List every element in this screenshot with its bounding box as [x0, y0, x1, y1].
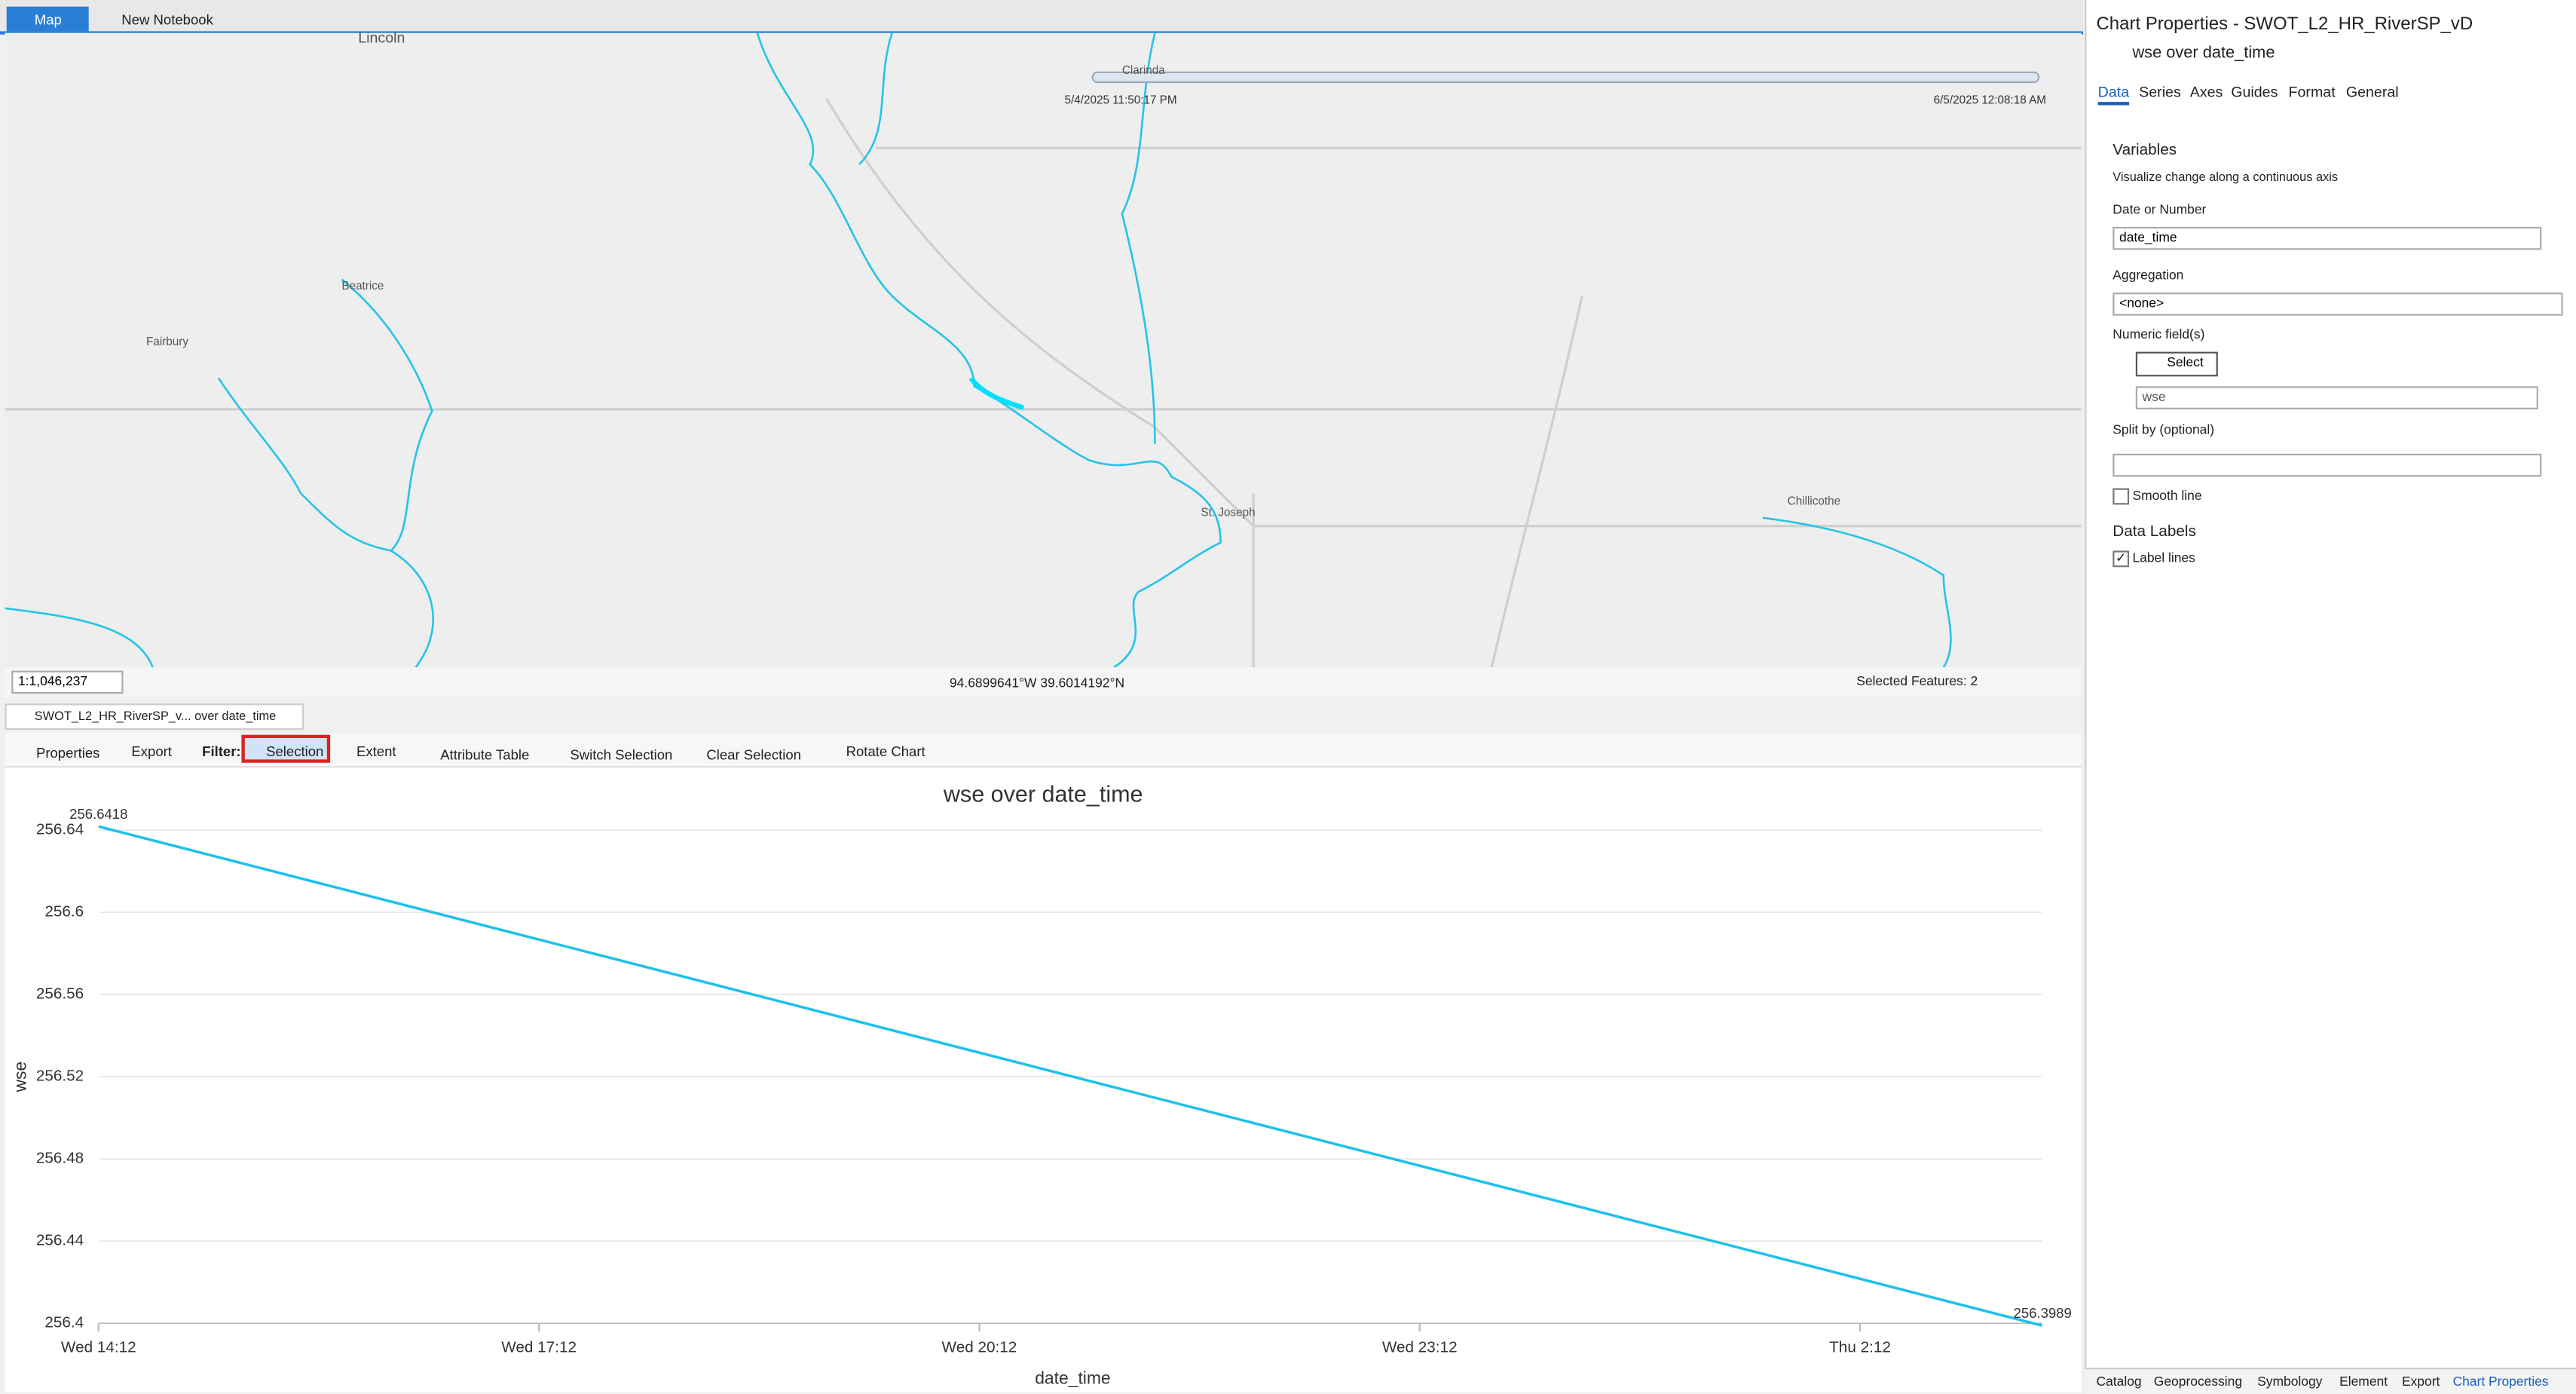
- data-line: [98, 825, 2042, 1327]
- x-tick-label: Wed 23:12: [1382, 1338, 1458, 1356]
- chart-title: wse over date_time: [943, 781, 1143, 807]
- toolbar-button[interactable]: Attribute Table: [440, 746, 530, 763]
- checkbox-label[interactable]: Label lines: [2132, 550, 2195, 566]
- field-label: Date or Number: [2113, 202, 2207, 217]
- chart-tab-label[interactable]: SWOT_L2_HR_RiverSP_v... over date_time: [34, 708, 277, 724]
- toolbar-button[interactable]: Export: [131, 743, 172, 760]
- x-tick-label: Wed 14:12: [61, 1338, 136, 1356]
- map-label: Beatrice: [341, 280, 384, 293]
- field-label: Split by (optional): [2113, 422, 2215, 437]
- field-label: Numeric field(s): [2113, 326, 2205, 342]
- y-tick-label: 256.6: [44, 903, 84, 921]
- x-axis-label: date_time: [1035, 1368, 1110, 1387]
- map-label: Lincoln: [358, 29, 405, 47]
- field-label: Aggregation: [2113, 268, 2184, 283]
- time-slider[interactable]: [1091, 71, 2040, 84]
- dropdown[interactable]: [2113, 453, 2542, 477]
- chart-name: wse over date_time: [2132, 44, 2275, 63]
- scale-box[interactable]: 1:1,046,237: [11, 670, 124, 694]
- tab-label[interactable]: New Notebook: [121, 11, 213, 29]
- prop-tab[interactable]: Guides: [2231, 84, 2278, 101]
- time-start: 5/4/2025 11:50:17 PM: [1064, 95, 1177, 107]
- toolbar-button[interactable]: Selection: [266, 743, 324, 760]
- prop-tab[interactable]: Series: [2139, 84, 2181, 101]
- checkbox-label[interactable]: Smooth line: [2132, 488, 2202, 504]
- bottom-tab[interactable]: Catalog: [2096, 1374, 2142, 1389]
- data-label: 256.6418: [69, 806, 127, 822]
- bottom-tab[interactable]: Export: [2401, 1374, 2440, 1389]
- rivers: [5, 32, 1952, 668]
- checkbox[interactable]: [2113, 488, 2130, 505]
- hint: Visualize change along a continuous axis: [2113, 169, 2339, 185]
- y-tick-label: 256.64: [36, 821, 84, 838]
- dropdown[interactable]: <none>: [2113, 293, 2563, 316]
- toolbar-button[interactable]: Extent: [356, 743, 396, 760]
- y-tick-label: 256.48: [36, 1150, 84, 1167]
- prop-tab[interactable]: Format: [2288, 84, 2336, 101]
- map-label: Fairbury: [146, 336, 189, 349]
- chart-tab[interactable]: [5, 703, 304, 731]
- bottom-tab[interactable]: Chart Properties: [2452, 1374, 2549, 1389]
- chart-background: [5, 767, 2082, 1392]
- dropdown[interactable]: date_time: [2113, 226, 2542, 250]
- x-tick-label: Thu 2:12: [1829, 1338, 1891, 1356]
- tab-label[interactable]: Map: [34, 11, 62, 29]
- checkbox-checked[interactable]: ✓: [2113, 550, 2130, 568]
- y-axis-label: wse: [10, 1062, 29, 1093]
- x-tick-label: Wed 17:12: [501, 1338, 577, 1356]
- time-end: 6/5/2025 12:08:18 AM: [1933, 95, 2047, 107]
- tab-underline: [2097, 102, 2130, 106]
- map-tab[interactable]: [6, 6, 89, 32]
- toolbar-button[interactable]: Rotate Chart: [846, 743, 925, 760]
- prop-tab[interactable]: General: [2345, 84, 2399, 101]
- bottom-tab[interactable]: Geoprocessing: [2153, 1374, 2243, 1389]
- toolbar-button[interactable]: Properties: [35, 744, 100, 761]
- bottom-tab-bar: [2085, 1368, 2576, 1394]
- map-label: St. Joseph: [1201, 507, 1256, 520]
- y-tick-label: 256.52: [36, 1068, 84, 1085]
- selected-reach: [968, 376, 1024, 410]
- prop-tab[interactable]: Axes: [2189, 84, 2223, 101]
- x-tick-label: Wed 20:12: [942, 1338, 1017, 1356]
- section-title: Data Labels: [2113, 522, 2196, 541]
- data-label: 256.3989: [2014, 1305, 2072, 1321]
- coordinates: 94.6899641°W 39.6014192°N: [949, 676, 1125, 691]
- map-label: Clarinda: [1121, 66, 1165, 78]
- map: [5, 32, 2082, 668]
- panel-title: Chart Properties - SWOT_L2_HR_RiverSP_vD: [2096, 14, 2474, 35]
- y-tick-label: 256.56: [36, 985, 84, 1003]
- select-button[interactable]: Select: [2135, 351, 2218, 377]
- status-bar: [5, 667, 2082, 697]
- toolbar-button[interactable]: Clear Selection: [706, 746, 801, 763]
- chart-toolbar: [5, 733, 2082, 768]
- toolbar-button[interactable]: Switch Selection: [570, 746, 673, 763]
- bottom-tab[interactable]: Symbology: [2257, 1374, 2323, 1389]
- selected-count: Selected Features: 2: [1856, 673, 1978, 689]
- filter-label: Filter:: [202, 743, 241, 760]
- roads: [5, 97, 2082, 668]
- field-input[interactable]: wse: [2135, 386, 2538, 409]
- chart: wse over date_time date_time wse 256.4 25…: [5, 767, 2082, 1392]
- section-title: Variables: [2113, 141, 2177, 160]
- prop-tab[interactable]: Data: [2097, 84, 2130, 101]
- y-tick-label: 256.4: [44, 1314, 84, 1331]
- bottom-tab[interactable]: Element: [2339, 1374, 2388, 1389]
- selection-highlight[interactable]: [241, 734, 331, 763]
- map-label: Chillicothe: [1787, 496, 1841, 508]
- y-tick-label: 256.44: [36, 1232, 84, 1249]
